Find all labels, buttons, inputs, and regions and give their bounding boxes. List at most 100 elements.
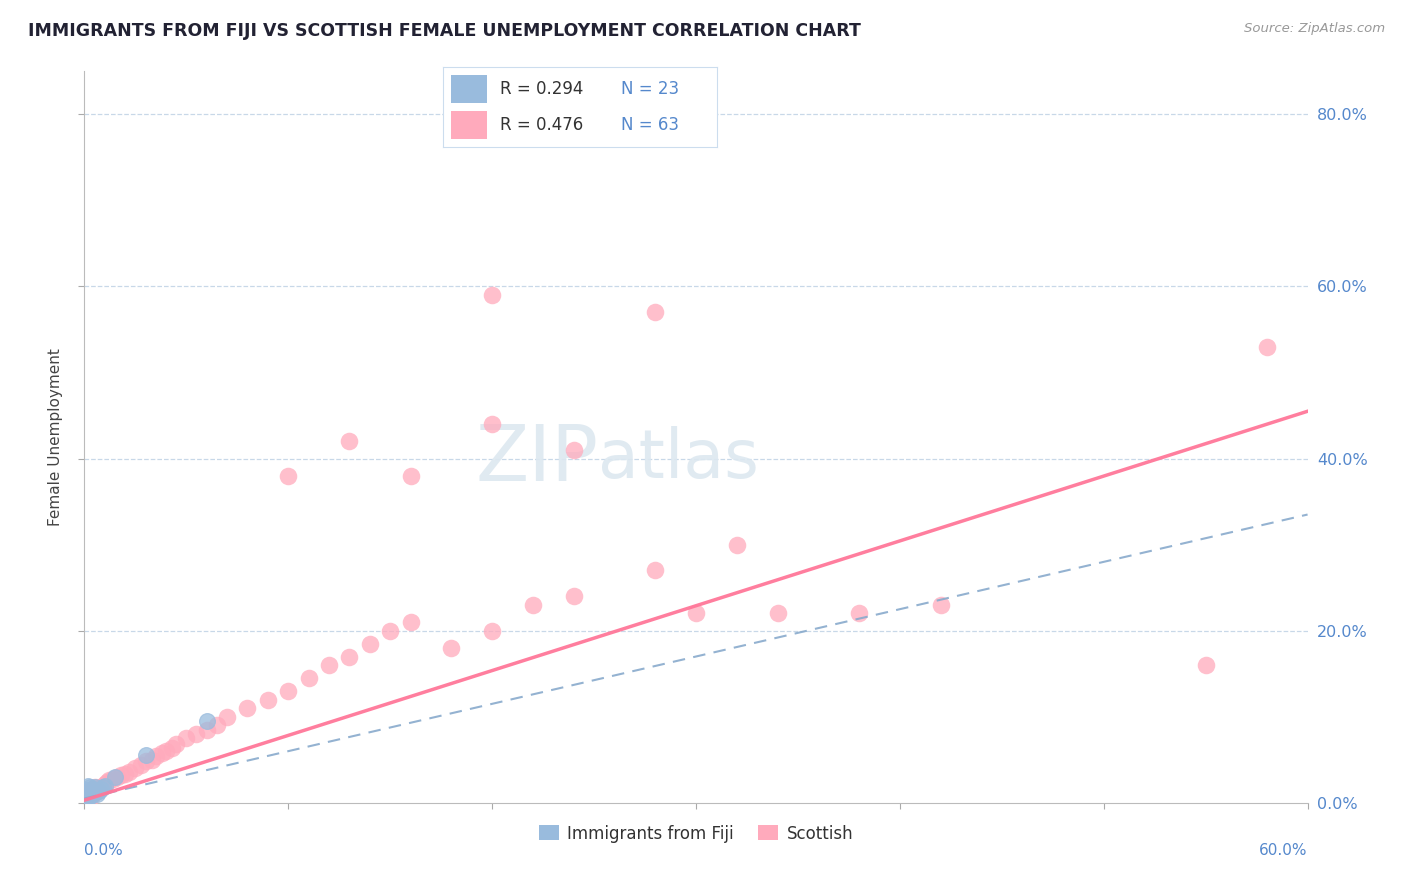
- Point: [145, 749, 167, 764]
- Point: [82, 787, 104, 801]
- Text: N = 63: N = 63: [621, 116, 679, 134]
- Point: [93, 779, 115, 793]
- Point: [440, 640, 463, 655]
- Point: [82, 787, 104, 801]
- Point: [277, 684, 299, 698]
- Point: [104, 770, 127, 784]
- Point: [186, 727, 208, 741]
- Point: [77, 783, 100, 797]
- Point: [236, 701, 259, 715]
- Point: [83, 785, 105, 799]
- Text: R = 0.294: R = 0.294: [501, 80, 583, 98]
- Point: [644, 305, 666, 319]
- Point: [135, 755, 157, 769]
- Point: [83, 780, 105, 795]
- Y-axis label: Female Unemployment: Female Unemployment: [48, 348, 63, 526]
- Point: [82, 782, 104, 797]
- FancyBboxPatch shape: [451, 112, 486, 139]
- Text: 60.0%: 60.0%: [1260, 843, 1308, 858]
- Text: atlas: atlas: [598, 426, 759, 492]
- Point: [79, 780, 101, 795]
- Point: [87, 782, 110, 797]
- Point: [257, 692, 280, 706]
- Point: [644, 564, 666, 578]
- Point: [298, 671, 321, 685]
- Point: [277, 468, 299, 483]
- Point: [155, 744, 177, 758]
- Point: [101, 772, 124, 786]
- Point: [150, 746, 173, 760]
- Point: [562, 442, 585, 457]
- Point: [79, 783, 101, 797]
- Text: R = 0.476: R = 0.476: [501, 116, 583, 134]
- Point: [848, 607, 870, 621]
- Point: [114, 766, 136, 780]
- Point: [110, 768, 132, 782]
- Legend: Immigrants from Fiji, Scottish: Immigrants from Fiji, Scottish: [531, 818, 860, 849]
- Point: [399, 615, 422, 629]
- Point: [165, 737, 187, 751]
- Text: 0.0%: 0.0%: [84, 843, 124, 858]
- Point: [77, 779, 100, 793]
- Point: [1195, 658, 1218, 673]
- Point: [318, 658, 340, 673]
- Point: [141, 753, 163, 767]
- Point: [90, 782, 112, 797]
- Point: [75, 783, 97, 797]
- Point: [82, 782, 104, 797]
- Point: [86, 783, 108, 797]
- Text: ZIP: ZIP: [475, 421, 598, 497]
- Point: [380, 624, 402, 638]
- Point: [77, 787, 100, 801]
- Point: [79, 789, 101, 803]
- Point: [91, 780, 114, 795]
- Point: [135, 748, 157, 763]
- Point: [83, 780, 105, 795]
- Point: [1256, 340, 1278, 354]
- Point: [75, 791, 97, 805]
- Point: [77, 791, 100, 805]
- Point: [359, 637, 381, 651]
- Point: [96, 775, 118, 789]
- Point: [91, 779, 114, 793]
- Point: [195, 714, 218, 728]
- Point: [131, 758, 153, 772]
- Text: N = 23: N = 23: [621, 80, 679, 98]
- Point: [481, 288, 503, 302]
- Text: IMMIGRANTS FROM FIJI VS SCOTTISH FEMALE UNEMPLOYMENT CORRELATION CHART: IMMIGRANTS FROM FIJI VS SCOTTISH FEMALE …: [28, 22, 860, 40]
- Point: [174, 731, 197, 746]
- Point: [77, 785, 100, 799]
- Point: [77, 789, 100, 803]
- Point: [90, 780, 112, 795]
- Point: [75, 787, 97, 801]
- Point: [725, 538, 748, 552]
- FancyBboxPatch shape: [451, 75, 486, 103]
- Point: [79, 785, 101, 799]
- Point: [339, 649, 361, 664]
- Point: [339, 434, 361, 449]
- Point: [83, 785, 105, 799]
- Point: [522, 598, 544, 612]
- Point: [118, 764, 141, 779]
- Point: [105, 770, 128, 784]
- Point: [217, 710, 239, 724]
- Text: Source: ZipAtlas.com: Source: ZipAtlas.com: [1244, 22, 1385, 36]
- Point: [86, 787, 108, 801]
- Point: [160, 740, 183, 755]
- Point: [766, 607, 789, 621]
- Point: [685, 607, 707, 621]
- Point: [75, 791, 97, 805]
- Point: [87, 783, 110, 797]
- Point: [205, 718, 228, 732]
- Point: [86, 783, 108, 797]
- Point: [93, 777, 115, 791]
- Point: [399, 468, 422, 483]
- Point: [195, 723, 218, 737]
- Point: [481, 624, 503, 638]
- Point: [562, 589, 585, 603]
- Point: [929, 598, 952, 612]
- Point: [481, 417, 503, 432]
- Point: [79, 790, 101, 805]
- Point: [97, 773, 120, 788]
- Point: [124, 761, 146, 775]
